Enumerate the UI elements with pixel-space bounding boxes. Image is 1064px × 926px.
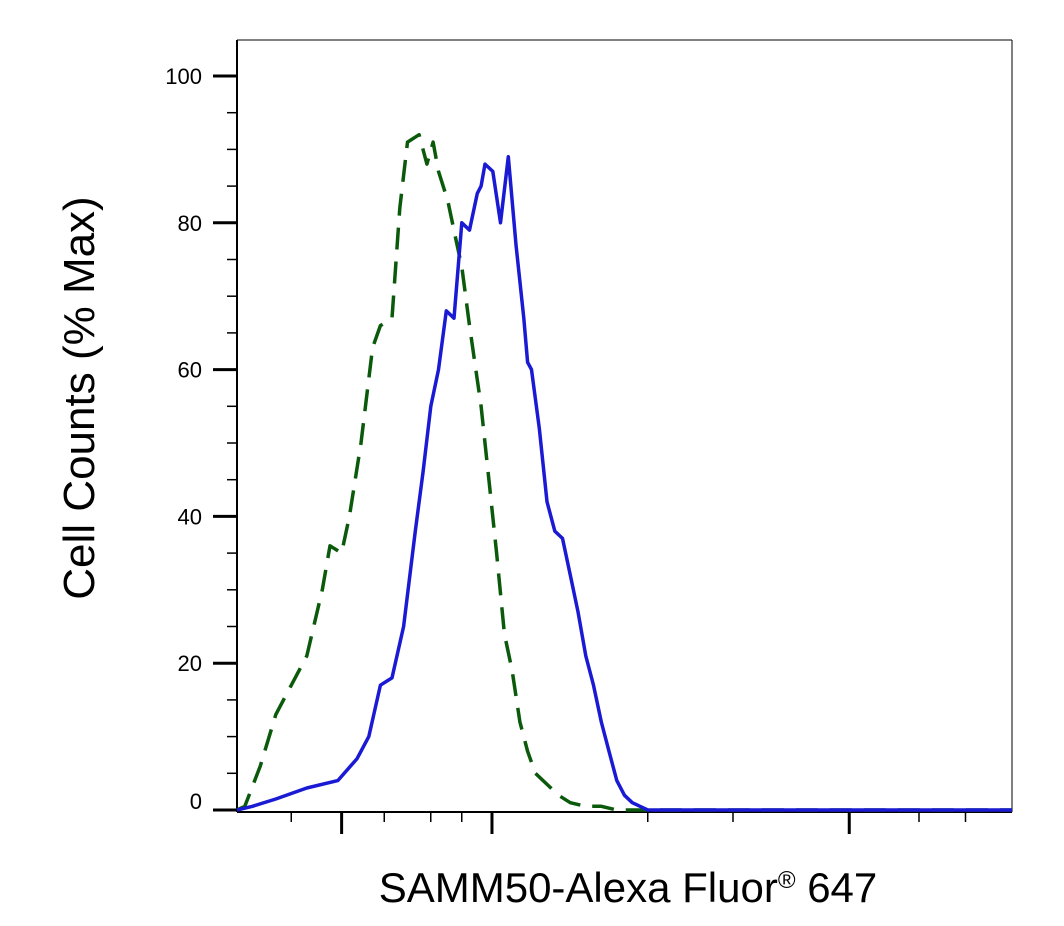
y-tick-label: 0 <box>190 789 202 814</box>
y-tick-label: 60 <box>178 358 202 383</box>
control-histogram-line <box>236 132 1012 812</box>
plot-frame <box>236 39 1013 813</box>
y-tick-label: 20 <box>178 651 202 676</box>
y-tick-label: 80 <box>178 211 202 236</box>
y-axis-ticks: 0 20 40 60 80 100 <box>165 64 237 814</box>
x-axis-ticks <box>290 812 967 834</box>
samm50-histogram-line <box>236 154 1012 812</box>
y-axis-title: Cell Counts (% Max) <box>55 196 104 599</box>
x-axis-title-registered-mark: ® <box>778 867 796 894</box>
y-tick-label: 40 <box>178 504 202 529</box>
x-axis-title: SAMM50-Alexa Fluor® 647 <box>379 864 878 911</box>
x-axis-title-main: SAMM50-Alexa Fluor <box>379 864 778 911</box>
series-layer <box>236 132 1012 812</box>
y-tick-label: 100 <box>165 64 202 89</box>
x-axis-title-suffix: 647 <box>796 864 878 911</box>
